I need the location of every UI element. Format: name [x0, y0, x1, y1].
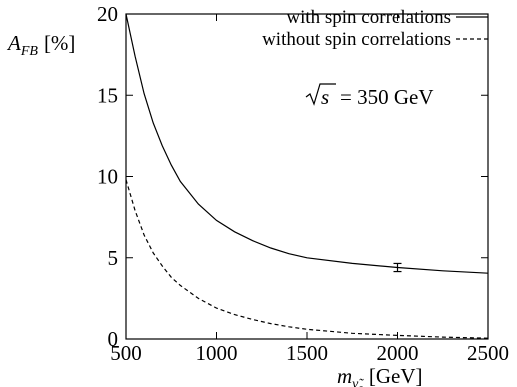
- legend-label-without-spin: without spin correlations: [262, 29, 451, 50]
- x-tick-label: 1500: [286, 341, 328, 365]
- x-axis-label-unit: [GeV]: [369, 364, 423, 387]
- y-axis-label-subscript: FB: [20, 44, 39, 59]
- x-axis-label-symbol: m: [337, 364, 352, 387]
- y-tick-label: 10: [97, 165, 118, 189]
- ticks: [125, 13, 489, 340]
- y-axis-label-unit: [%]: [44, 31, 75, 55]
- errorbar-layer: [393, 262, 402, 273]
- legend: with spin correlations without spin corr…: [262, 7, 488, 50]
- y-axis-label-symbol: A: [6, 31, 21, 55]
- y-axis-label: AFB [%]: [6, 31, 75, 59]
- sqrt-sign: [305, 83, 336, 106]
- y-tick-label: 0: [108, 327, 119, 351]
- x-axis-label-subscript2: e: [358, 383, 363, 387]
- tick-labels: 500 1000 1500 2000 2500 0 5 10 15 20: [97, 2, 509, 365]
- annotation-text: = 350 GeV: [340, 85, 434, 109]
- x-axis-label-subscript: ν̃: [352, 377, 364, 387]
- legend-label-with-spin: with spin correlations: [286, 7, 451, 28]
- x-tick-label: 500: [110, 341, 142, 365]
- y-tick-label: 20: [97, 2, 118, 26]
- series-line-without-spin: [125, 179, 489, 339]
- x-tick-label: 2500: [467, 341, 509, 365]
- x-tick-label: 1000: [196, 341, 238, 365]
- annotation-sqrt-arg: s: [321, 85, 329, 109]
- x-axis-label: mν̃e [GeV]: [337, 364, 422, 387]
- series-layer: [125, 13, 489, 339]
- y-tick-label: 15: [97, 83, 118, 107]
- y-tick-label: 5: [108, 246, 119, 270]
- plot-frame: [125, 13, 489, 340]
- plot-border: [125, 13, 489, 340]
- series-line-with-spin: [125, 13, 489, 274]
- energy-annotation: s = 350 GeV: [305, 83, 434, 109]
- x-tick-label: 2000: [377, 341, 419, 365]
